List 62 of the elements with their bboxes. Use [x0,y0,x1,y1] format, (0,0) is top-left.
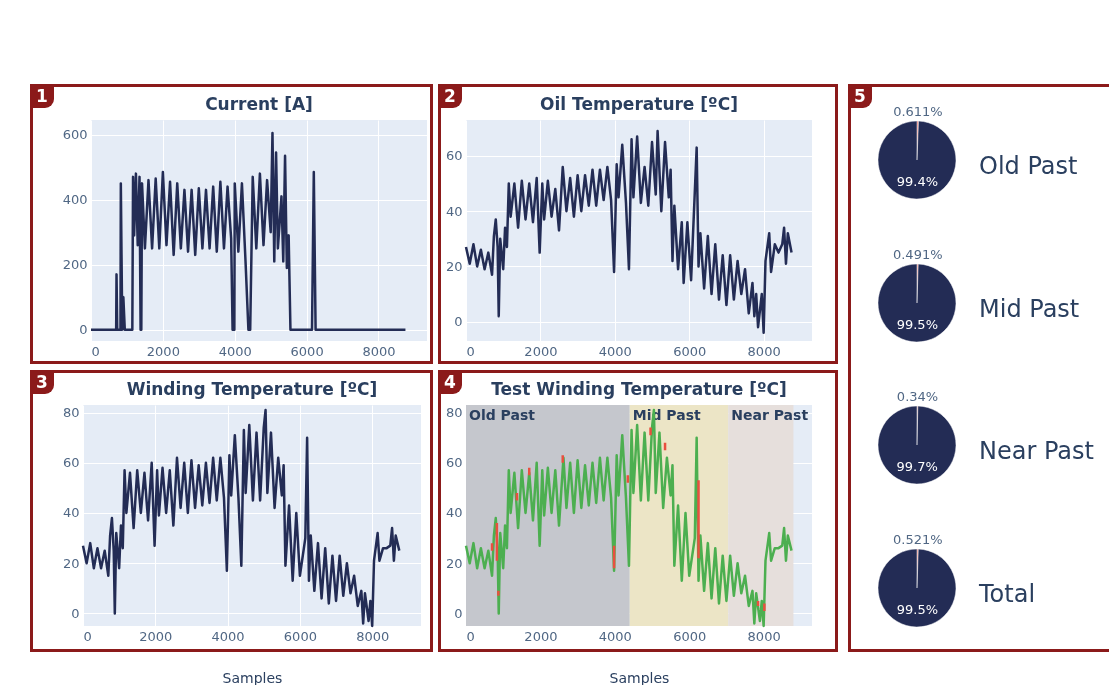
y-tick-label: 600 [62,127,88,143]
x-tick-label: 8000 [747,628,781,644]
number-badge: 1 [30,84,54,108]
x-tick-label: 6000 [290,343,324,359]
number-badge: 5 [848,84,872,108]
y-tick-label: 0 [454,605,463,621]
data-label: 0.521% [893,532,943,548]
number-badge: 4 [438,370,462,394]
x-tick-label: 8000 [356,628,390,644]
y-tick-label: 40 [445,505,463,521]
x-axis-title: Samples [222,669,283,686]
x-tick-label: 4000 [598,343,632,359]
y-tick-label: 20 [445,555,463,571]
y-tick-label: 0 [79,322,88,338]
x-tick-label: 2000 [524,343,558,359]
text: Near Past [979,437,1094,465]
x-tick-label: 6000 [673,343,707,359]
x-tick-label: 0 [91,343,100,359]
x-tick-label: 0 [466,343,475,359]
chart-title: Test Winding Temperature [ºC] [491,379,787,399]
y-tick-label: 400 [62,192,88,208]
x-tick-label: 8000 [747,343,781,359]
y-tick-label: 200 [62,257,88,273]
y-tick-label: 0 [454,314,463,330]
chart-title: Winding Temperature [ºC] [126,379,378,399]
y-tick-label: 60 [445,455,463,471]
y-tick-label: 0 [71,605,80,621]
data-label: 0.611% [893,104,943,120]
text: Mid Past [979,295,1080,323]
y-tick-label: 40 [62,505,80,521]
y-tick-label: 80 [62,405,80,421]
x-tick-label: 8000 [362,343,396,359]
x-tick-label: 4000 [598,628,632,644]
x-tick-label: 0 [466,628,475,644]
y-tick-label: 40 [445,203,463,219]
data-label: 99.4% [896,174,939,189]
number-badge: 3 [30,370,54,394]
chart-title: Current [A] [205,94,313,114]
data-label: 99.5% [896,317,938,332]
x-tick-label: 4000 [218,343,252,359]
text: Total [979,580,1036,608]
x-tick-label: 6000 [283,628,317,644]
number-badge: 2 [438,84,462,108]
data-label: 99.7% [896,459,938,474]
y-tick-label: 60 [62,455,80,471]
x-tick-label: 2000 [139,628,173,644]
x-tick-label: 4000 [211,628,245,644]
band-label: Old Past [469,407,536,423]
text: Old Past [979,152,1078,180]
data-label: 99.5% [896,602,939,617]
y-tick-label: 20 [445,258,463,274]
x-tick-label: 2000 [146,343,180,359]
band-label: Near Past [731,407,809,423]
x-tick-label: 2000 [524,628,558,644]
chart-title: Oil Temperature [ºC] [540,94,738,114]
data-label: 0.34% [896,389,939,404]
y-tick-label: 60 [445,148,463,164]
y-tick-label: 80 [445,405,463,421]
x-tick-label: 6000 [673,628,707,644]
y-tick-label: 20 [62,555,80,571]
data-label: 0.491% [892,247,943,263]
x-axis-title: Samples [609,669,670,686]
